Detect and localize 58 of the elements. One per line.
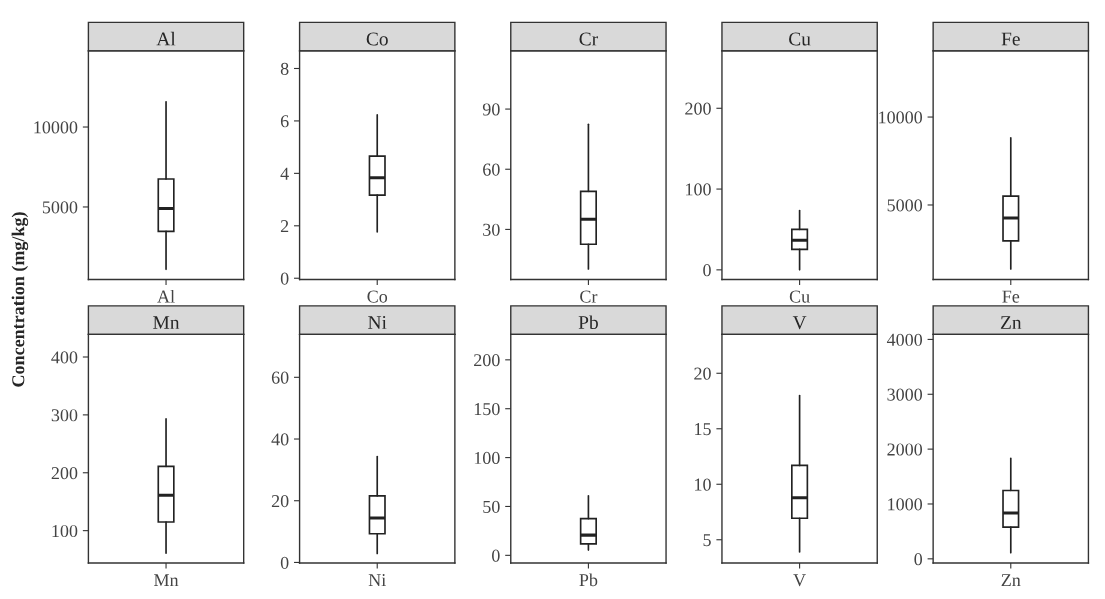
y-tick-label: 30 [483, 223, 500, 236]
text: Al [157, 289, 175, 303]
y-tick-label: 20 [694, 367, 711, 380]
y-tick-label: 8 [280, 62, 289, 75]
x-tick-label: Zn [1000, 316, 1022, 329]
text: V [793, 574, 806, 587]
y-tick-label: 4000 [886, 333, 923, 346]
y-tick-label: 2000 [887, 443, 923, 456]
y-tick-label: 0 [280, 556, 289, 569]
y-tick-label: 5 [703, 534, 711, 547]
y-tick-label: 0 [492, 549, 500, 562]
text: Cu [789, 290, 810, 303]
x-tick-label: Pb [578, 315, 598, 330]
text: Pb [579, 573, 598, 587]
y-tick-label: 150 [474, 402, 500, 416]
y-tick-label: 0 [914, 553, 923, 566]
y-tick-label: 2 [280, 220, 289, 233]
y-tick-label: 100 [474, 451, 500, 465]
y-tick-label: 200 [685, 102, 711, 115]
y-tick-label: 60 [271, 371, 289, 384]
y-tick-label: 200 [51, 467, 78, 480]
y-tick-label: 60 [483, 163, 500, 176]
y-tick-label: 40 [271, 433, 289, 446]
y-tick-label: 50 [483, 500, 500, 513]
x-tick-label: V [792, 316, 807, 330]
text: Zn [1001, 574, 1021, 587]
y-tick-label: 10 [695, 478, 711, 491]
y-tick-label: 10000 [879, 111, 923, 124]
text: Cr [580, 290, 598, 303]
y-tick-label: 100 [52, 524, 78, 538]
text: Co [367, 290, 388, 303]
x-tick-label: Al [156, 31, 176, 46]
y-tick-label: 200 [474, 354, 500, 367]
text: Fe [1002, 290, 1020, 303]
x-tick-label: Cu [789, 32, 811, 46]
y-tick-label: 10000 [34, 121, 78, 134]
x-tick-label: Fe [1001, 32, 1020, 46]
y-tick-label: 15 [695, 423, 711, 436]
x-tick-label: Co [366, 32, 388, 46]
y-tick-label: 5000 [42, 201, 78, 214]
y-tick-label: 0 [280, 272, 289, 285]
y-tick-label: 90 [482, 103, 500, 116]
text: Mn [154, 574, 179, 587]
y-tick-label: 5000 [887, 199, 923, 212]
text: Ni [368, 574, 386, 587]
y-tick-label: 4 [280, 167, 289, 180]
y-tick-label: 1000 [888, 498, 923, 511]
y-tick-label: 300 [51, 409, 78, 422]
y-tick-label: 0 [703, 264, 711, 277]
y-tick-label: 20 [271, 494, 289, 508]
y-tick-label: 400 [51, 351, 78, 364]
y-tick-label: 6 [280, 115, 289, 128]
x-tick-label: Ni [368, 315, 387, 329]
y-tick-label: 100 [686, 183, 711, 196]
y-axis-title: Concentration (mg/kg) [11, 212, 29, 387]
x-tick-label: Mn [153, 316, 180, 329]
x-tick-label: Cr [579, 32, 598, 46]
y-tick-label: 3000 [887, 388, 923, 401]
